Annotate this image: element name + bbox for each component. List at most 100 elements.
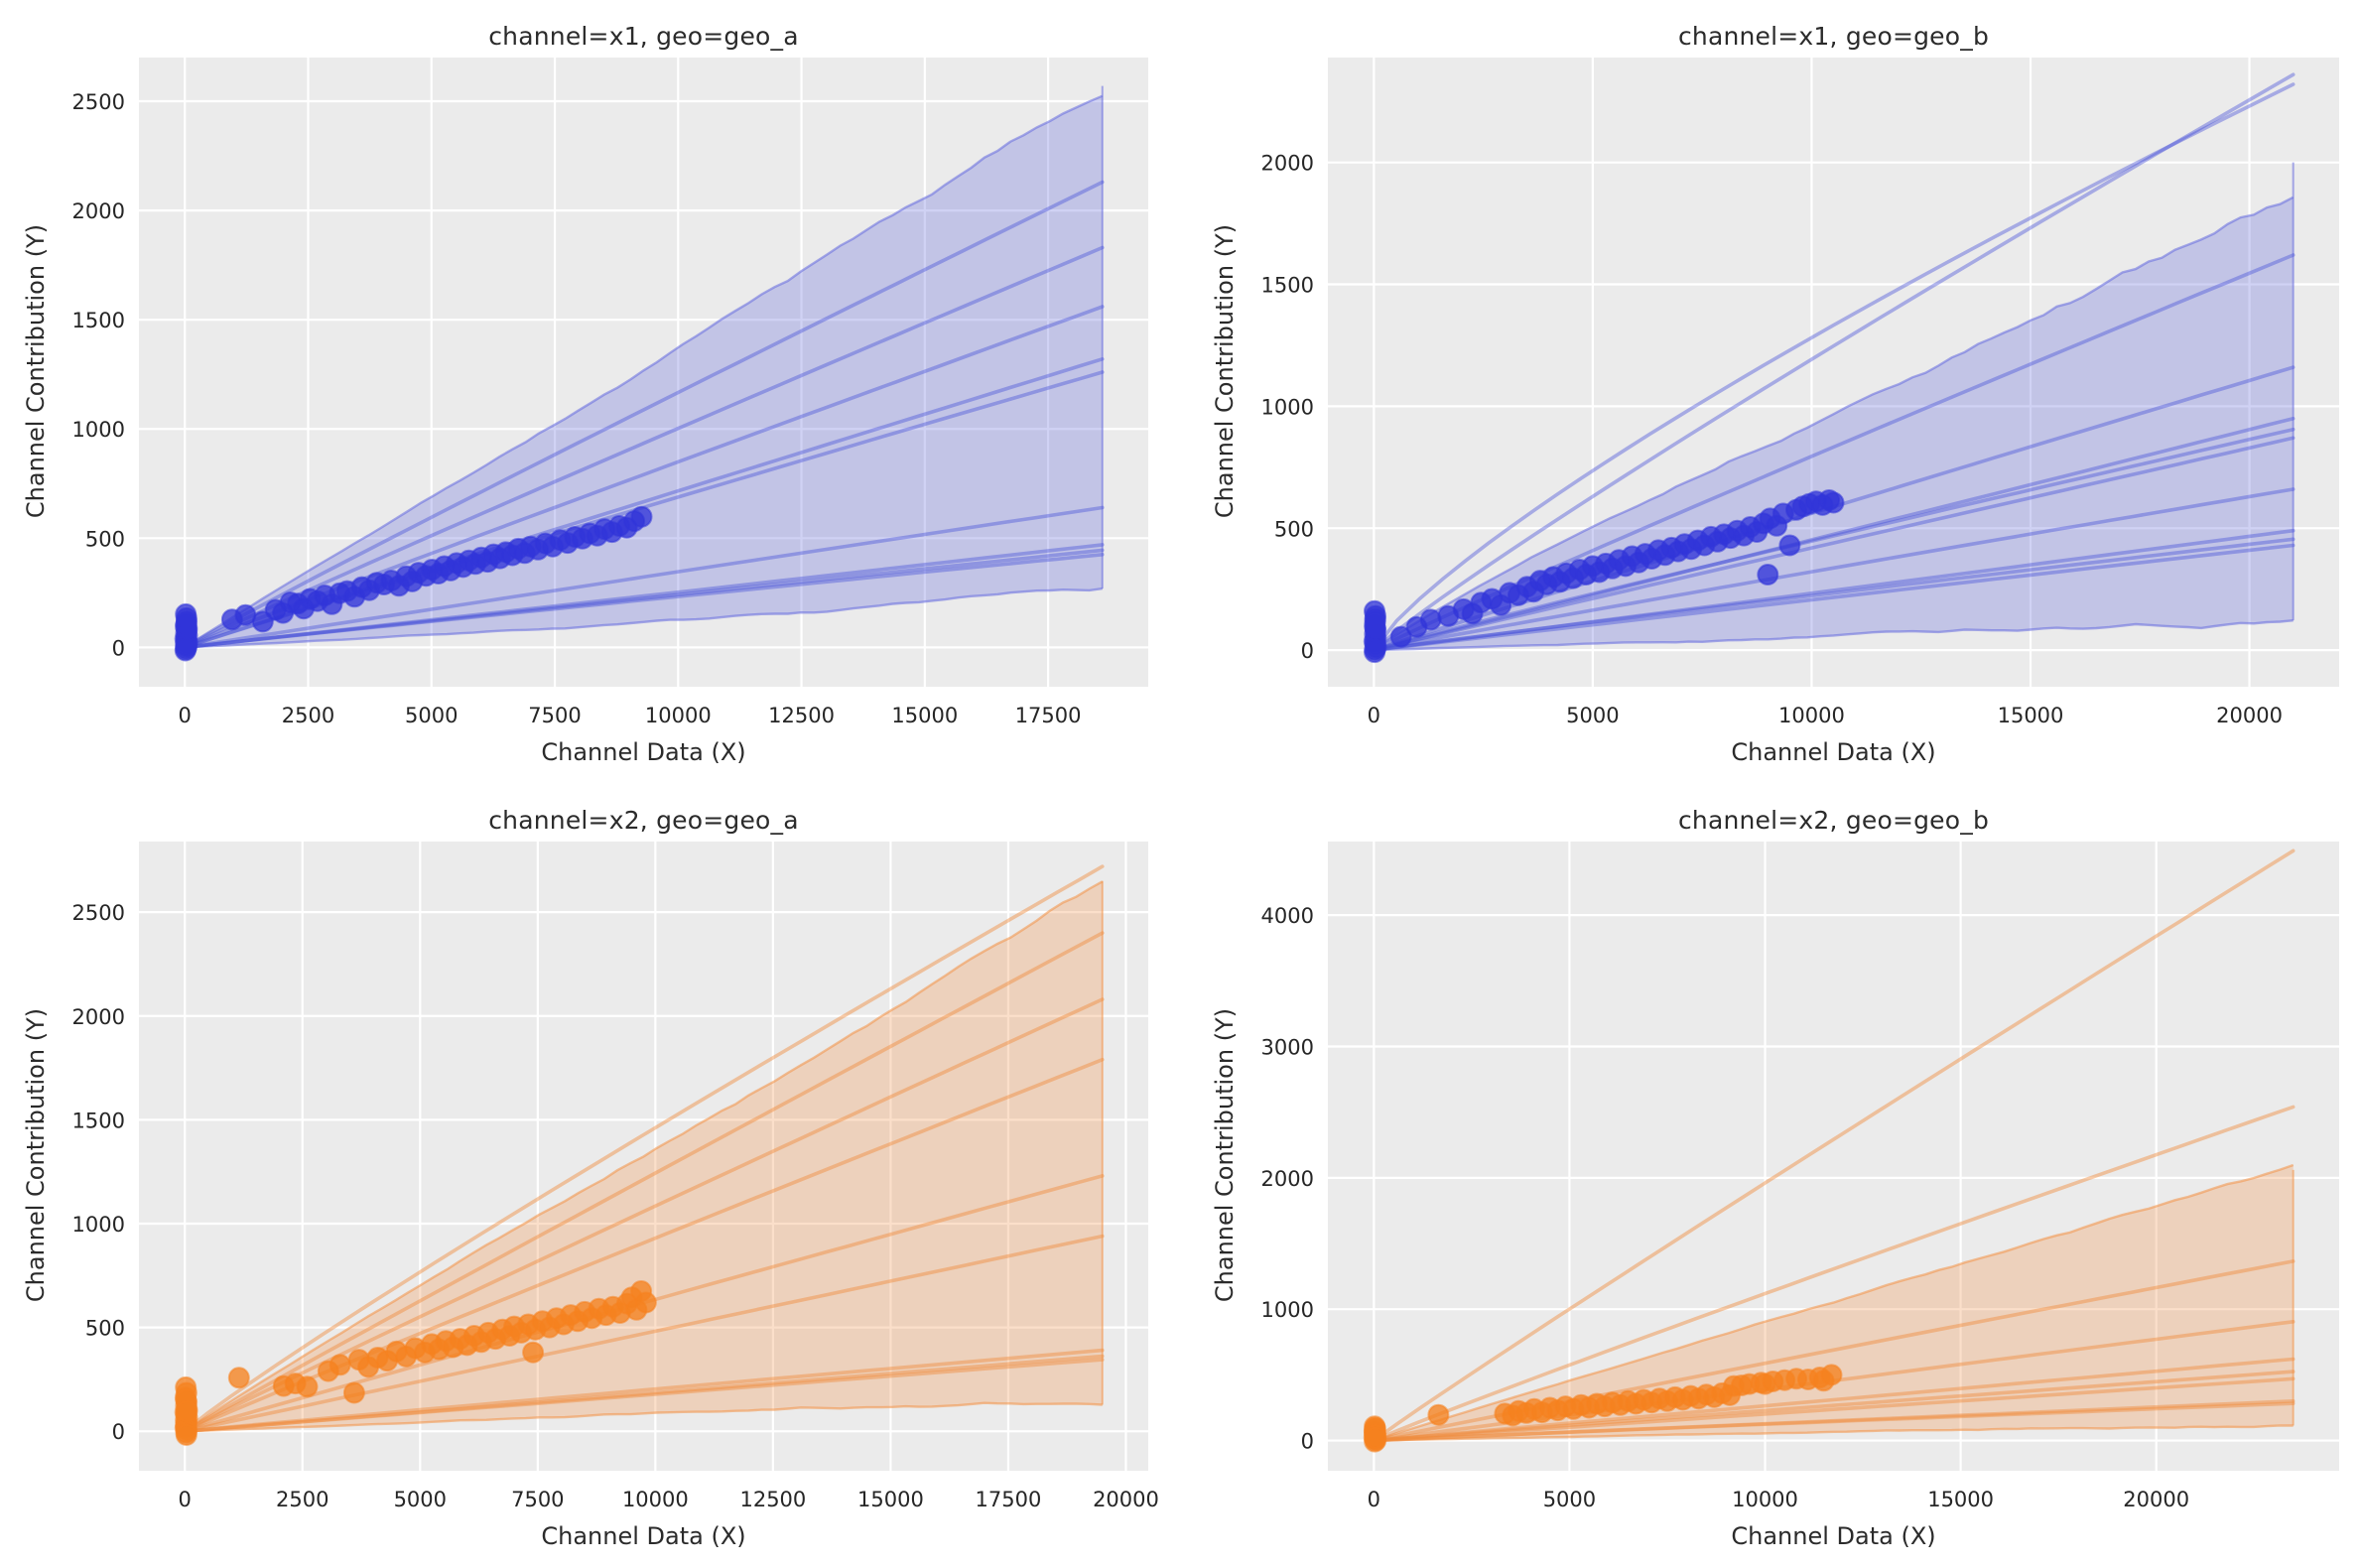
x-tick-label: 2500 bbox=[282, 704, 334, 727]
posterior-curve bbox=[183, 553, 1105, 650]
x-tick-label: 7500 bbox=[528, 704, 581, 727]
plot-title: channel=x2, geo=geo_a bbox=[488, 806, 799, 835]
band-lower-edge bbox=[185, 1401, 1103, 1433]
y-tick-label: 4000 bbox=[1261, 904, 1314, 928]
y-tick-label: 1500 bbox=[72, 1109, 125, 1132]
band-upper-edge bbox=[184, 880, 1104, 1433]
x-tick-label: 5000 bbox=[1543, 1488, 1596, 1511]
data-point bbox=[175, 1424, 197, 1446]
x-tick-label: 7500 bbox=[511, 1488, 564, 1511]
x-tick-label: 0 bbox=[1368, 704, 1380, 727]
y-tick-label: 2000 bbox=[72, 199, 125, 223]
posterior-curve bbox=[1372, 543, 2295, 652]
x-tick-label: 5000 bbox=[394, 1488, 447, 1511]
posterior-curve bbox=[183, 548, 1105, 650]
data-point bbox=[1389, 625, 1412, 648]
x-tick-label: 20000 bbox=[2216, 704, 2283, 727]
subplot-channel-x2-geo-a: channel=x2, geo=geo_a Channel Contributi… bbox=[0, 784, 1181, 1568]
data-point bbox=[328, 1354, 351, 1376]
x-tick-label: 12500 bbox=[768, 704, 835, 727]
data-point bbox=[630, 505, 653, 528]
y-tick-label: 1000 bbox=[72, 418, 125, 442]
uncertainty-band bbox=[185, 881, 1103, 1432]
y-tick-label: 1500 bbox=[72, 309, 125, 332]
posterior-curve bbox=[1372, 487, 2295, 652]
x-tick-label: 2500 bbox=[276, 1488, 328, 1511]
x-tick-label: 10000 bbox=[1732, 1488, 1798, 1511]
band-upper-edge bbox=[184, 94, 1104, 649]
posterior-curve bbox=[183, 543, 1105, 650]
posterior-curve bbox=[1372, 416, 2295, 652]
x-tick-label: 15000 bbox=[857, 1488, 924, 1511]
posterior-curve bbox=[183, 505, 1105, 650]
y-tick-label: 1000 bbox=[1261, 395, 1314, 419]
x-tick-label: 12500 bbox=[739, 1488, 806, 1511]
subplot-channel-x1-geo-b: channel=x1, geo=geo_b Channel Contributi… bbox=[1181, 0, 2361, 784]
band-upper-edge bbox=[1373, 196, 2295, 652]
data-point bbox=[522, 1341, 545, 1364]
posterior-curve bbox=[183, 1348, 1105, 1433]
x-tick-label: 15000 bbox=[1998, 704, 2064, 727]
posterior-curve bbox=[1372, 1105, 2295, 1443]
posterior-curve bbox=[183, 931, 1105, 1433]
y-tick-label: 1000 bbox=[72, 1213, 125, 1237]
y-tick-label: 500 bbox=[1274, 517, 1314, 541]
x-tick-label: 0 bbox=[179, 1488, 192, 1511]
x-tick-label: 20000 bbox=[1093, 1488, 1159, 1511]
uncertainty-band bbox=[1374, 196, 2294, 651]
band-lower-edge bbox=[1374, 1424, 2294, 1442]
chart-canvas-x2-geo-a: 0 2500 5000 7500 10000 12500 15000 17500 20000 0 5… bbox=[72, 842, 1159, 1511]
posterior-curve bbox=[1372, 1370, 2295, 1443]
data-point bbox=[342, 1381, 365, 1404]
posterior-curve bbox=[183, 864, 1105, 1433]
y-tick-label: 0 bbox=[1301, 639, 1314, 663]
x-tick-label: 15000 bbox=[891, 704, 958, 727]
y-tick-label: 2500 bbox=[72, 90, 125, 114]
x-tick-label: 0 bbox=[179, 704, 192, 727]
posterior-curve bbox=[1372, 427, 2295, 652]
posterior-curve bbox=[183, 180, 1105, 650]
y-tick-label: 500 bbox=[85, 527, 125, 551]
y-tick-label: 2500 bbox=[72, 901, 125, 925]
x-tick-label: 5000 bbox=[405, 704, 458, 727]
y-tick-label: 0 bbox=[1301, 1430, 1314, 1454]
posterior-curve bbox=[183, 1354, 1105, 1433]
plot-title: channel=x2, geo=geo_b bbox=[1677, 806, 1990, 835]
chart-canvas-x2-geo-b: 0 5000 10000 15000 20000 0 1000 2000 3000 4000 bbox=[1261, 842, 2339, 1511]
y-tick-label: 1500 bbox=[1261, 274, 1314, 298]
plot-title: channel=x1, geo=geo_a bbox=[488, 22, 799, 51]
x-tick-label: 5000 bbox=[1566, 704, 1619, 727]
data-point bbox=[296, 1375, 319, 1398]
x-axis-label: Channel Data (X) bbox=[541, 1522, 746, 1550]
y-tick-label: 2000 bbox=[1261, 1167, 1314, 1191]
posterior-curve bbox=[1372, 1399, 2295, 1443]
x-tick-label: 17500 bbox=[976, 1488, 1042, 1511]
data-point bbox=[1822, 491, 1845, 514]
data-point bbox=[227, 1367, 250, 1389]
posterior-curve bbox=[1372, 849, 2295, 1443]
x-tick-label: 15000 bbox=[1927, 1488, 1994, 1511]
data-point bbox=[1365, 604, 1386, 627]
x-tick-label: 10000 bbox=[645, 704, 712, 727]
data-point bbox=[1364, 1426, 1386, 1449]
y-tick-label: 1000 bbox=[1261, 1298, 1314, 1322]
data-point bbox=[1419, 608, 1442, 631]
plot-title: channel=x1, geo=geo_b bbox=[1677, 22, 1990, 51]
band-lower-edge bbox=[1374, 619, 2294, 652]
y-tick-label: 2000 bbox=[1261, 152, 1314, 176]
posterior-curve bbox=[183, 1358, 1105, 1433]
data-point bbox=[174, 639, 197, 662]
band-lower-edge bbox=[185, 587, 1103, 649]
x-tick-label: 17500 bbox=[1015, 704, 1082, 727]
posterior-curve bbox=[1372, 1401, 2295, 1443]
data-point bbox=[634, 1291, 657, 1314]
y-tick-label: 0 bbox=[112, 1420, 125, 1444]
x-tick-label: 10000 bbox=[622, 1488, 689, 1511]
posterior-curve bbox=[1372, 1376, 2295, 1443]
x-axis-label: Channel Data (X) bbox=[541, 738, 746, 766]
data-point bbox=[1757, 564, 1779, 586]
posterior-curve bbox=[1372, 436, 2295, 652]
x-tick-label: 0 bbox=[1368, 1488, 1380, 1511]
x-axis-label: Channel Data (X) bbox=[1731, 738, 1936, 766]
y-tick-label: 0 bbox=[112, 636, 125, 660]
